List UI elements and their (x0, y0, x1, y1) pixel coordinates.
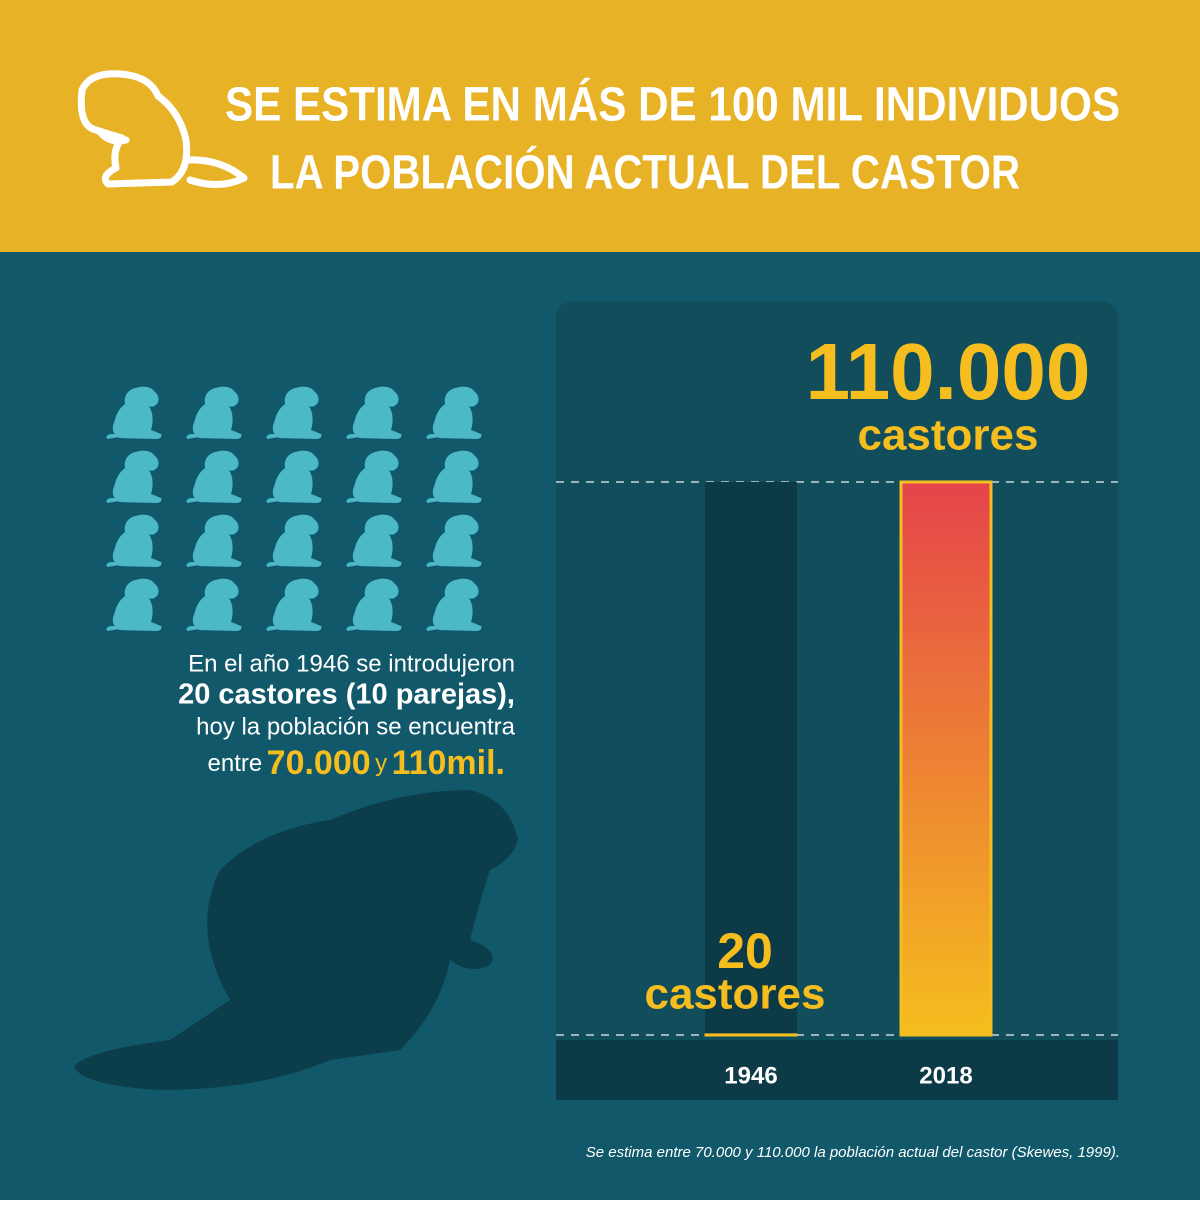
description-line: 20 castores (10 parejas), (178, 679, 515, 711)
title-line: SE ESTIMA EN MÁS DE 100 MIL INDIVIDUOS (225, 78, 1120, 132)
description-highlight: 70.000 (267, 744, 371, 782)
description-line: entre 70.000 y 110mil. (208, 744, 505, 782)
footnote: Se estima entre 70.000 y 110.000 la pobl… (586, 1144, 1120, 1161)
description-line: hoy la población se encuentra (196, 713, 516, 740)
x-tick-label: 1946 (724, 1062, 777, 1089)
description-line: En el año 1946 se introdujeron (188, 650, 515, 677)
description-text: y (375, 750, 387, 777)
bar (901, 482, 991, 1035)
value-label: 110.000 (806, 327, 1091, 416)
value-unit: castores (857, 411, 1038, 460)
title-line: LA POBLACIÓN ACTUAL DEL CASTOR (270, 145, 1020, 200)
description-highlight: 110mil. (392, 744, 505, 782)
axis-band (556, 1040, 1118, 1100)
description-text: entre (208, 750, 263, 777)
value-unit: castores (644, 970, 825, 1019)
x-tick-label: 2018 (919, 1062, 972, 1089)
